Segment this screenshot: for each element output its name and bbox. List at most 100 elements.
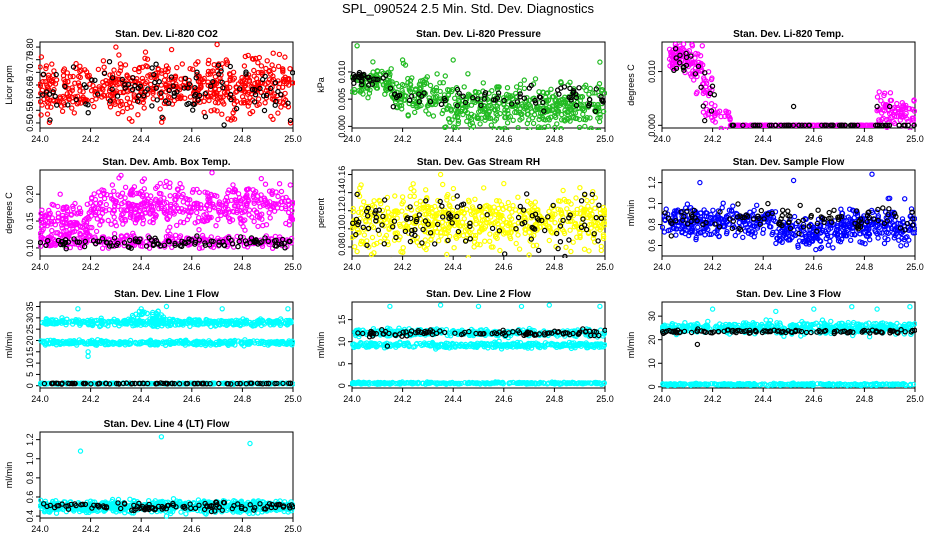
data-point [424, 188, 428, 192]
data-point [564, 245, 568, 249]
data-point [721, 201, 725, 205]
data-point [588, 128, 592, 132]
data-point [116, 112, 120, 116]
data-point [759, 209, 763, 213]
x-tick-label: 24.2 [82, 134, 100, 144]
y-tick-label: 0.000 [337, 115, 347, 138]
data-point [582, 247, 586, 251]
data-point [569, 249, 573, 253]
data-point [412, 189, 416, 193]
data-point [191, 108, 195, 112]
data-point [136, 113, 140, 117]
data-point [755, 203, 759, 207]
data-point [50, 229, 54, 233]
data-point [531, 135, 535, 139]
data-point [569, 131, 573, 135]
data-point [443, 74, 447, 78]
data-point [162, 78, 166, 82]
data-point [514, 241, 518, 245]
data-point [96, 67, 100, 71]
x-tick-label: 25.0 [906, 134, 924, 144]
data-point [816, 208, 820, 212]
data-point [453, 96, 457, 100]
data-point [142, 187, 146, 191]
data-point [568, 132, 572, 136]
y-tick-label: 1.2 [647, 176, 657, 189]
data-point [389, 258, 393, 262]
data-point [441, 182, 445, 186]
data-point [483, 239, 487, 243]
data-point [103, 197, 107, 201]
chart-title: Stan. Dev. Amb. Box Temp. [102, 157, 230, 168]
data-point [547, 238, 551, 242]
x-tick-label: 24.0 [653, 262, 671, 272]
data-point [252, 68, 256, 72]
data-point [110, 183, 114, 187]
y-tick-label: 5 [25, 372, 35, 377]
data-point [117, 53, 121, 57]
data-point [814, 248, 818, 252]
data-point [252, 219, 256, 223]
data-point [268, 216, 272, 220]
data-point [203, 115, 207, 119]
data-point [491, 226, 495, 230]
data-point [700, 44, 704, 48]
data-point [752, 208, 756, 212]
data-point [259, 177, 263, 181]
y-axis-label: degrees C [4, 192, 14, 234]
data-point [558, 240, 562, 244]
data-point [232, 70, 236, 74]
data-point [401, 195, 405, 199]
data-point [515, 85, 519, 89]
data-point [588, 86, 592, 90]
data-point [95, 229, 99, 233]
data-point [263, 101, 267, 105]
data-point [792, 104, 796, 108]
data-point [413, 110, 417, 114]
y-axis-label: degrees C [626, 64, 636, 106]
data-point [774, 241, 778, 245]
data-point [283, 55, 287, 59]
data-point [106, 218, 110, 222]
data-point [451, 58, 455, 62]
data-point [731, 204, 735, 208]
y-axis-label: ml/min [626, 200, 636, 227]
data-point [903, 197, 907, 201]
data-point [466, 72, 470, 76]
data-point [92, 192, 96, 196]
data-point [482, 186, 486, 190]
data-point [870, 172, 874, 176]
data-point [353, 90, 357, 94]
data-points [668, 42, 917, 133]
chart-title: Stan. Dev. Sample Flow [733, 157, 845, 168]
data-point [455, 205, 459, 209]
data-point [168, 194, 172, 198]
data-point [372, 199, 376, 203]
data-point [530, 110, 534, 114]
y-tick-label: 0.000 [647, 114, 657, 137]
data-point [437, 239, 441, 243]
data-point [792, 178, 796, 182]
data-point [586, 204, 590, 208]
data-point [370, 235, 374, 239]
data-point [826, 243, 830, 247]
data-point [439, 172, 443, 176]
data-point [553, 221, 557, 225]
data-point [124, 185, 128, 189]
data-point [385, 206, 389, 210]
y-tick-label: 0.12 [337, 202, 347, 220]
data-point [150, 104, 154, 108]
x-tick-label: 25.0 [284, 134, 302, 144]
x-tick-label: 24.6 [183, 262, 201, 272]
data-point [376, 228, 380, 232]
data-point [58, 192, 62, 196]
data-point [895, 102, 899, 106]
x-tick-label: 24.6 [805, 262, 823, 272]
data-point [465, 119, 469, 123]
data-point [696, 225, 700, 229]
data-point [711, 208, 715, 212]
x-tick-label: 24.6 [183, 394, 201, 404]
data-point [197, 228, 201, 232]
